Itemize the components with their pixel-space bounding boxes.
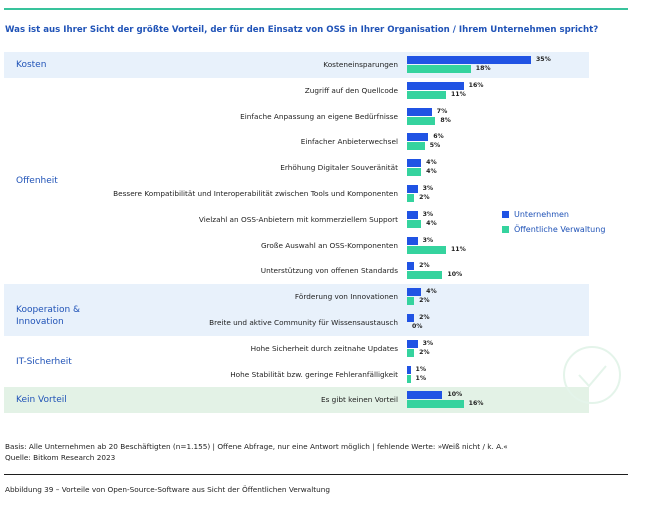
category-label: Kosteneinsparungen [323, 60, 398, 69]
group-band [4, 387, 589, 414]
data-label: 4% [426, 219, 437, 227]
bar-unternehmen [407, 314, 415, 322]
top-rule [4, 8, 628, 10]
data-label: 35% [536, 56, 551, 63]
figure-caption: Abbildung 39 – Vorteile von Open-Source-… [5, 485, 330, 494]
data-label: 10% [447, 271, 463, 279]
bar-verwaltung [407, 348, 415, 357]
data-label: 4% [426, 288, 437, 296]
bar-unternehmen [407, 81, 464, 90]
data-label: 4% [426, 159, 437, 167]
category-label: Hohe Sicherheit durch zeitnahe Updates [250, 343, 398, 353]
group-band [4, 284, 589, 336]
bar-unternehmen [407, 56, 531, 64]
group-label: Offenheit [16, 176, 58, 186]
group-label: Kooperation & Innovation [16, 305, 81, 327]
data-label: 3% [422, 339, 434, 347]
data-label: 1% [415, 374, 427, 382]
data-label: 3% [422, 236, 434, 244]
bar-unternehmen [407, 236, 418, 245]
category-label: Erhöhung Digitaler Souveränität [280, 163, 398, 173]
bar-unternehmen [407, 339, 418, 348]
category-label: Es gibt keinen Vorteil [320, 395, 398, 405]
bar-verwaltung [407, 116, 436, 125]
data-label: 0% [412, 323, 423, 330]
data-label: 2% [419, 314, 430, 321]
data-label: 3% [422, 185, 434, 192]
bar-verwaltung [407, 219, 422, 228]
bar-unternehmen [407, 185, 418, 193]
data-label: 8% [440, 116, 451, 124]
legend-verwaltung: Öffentliche Verwaltung [502, 225, 605, 234]
data-label: 2% [419, 297, 430, 305]
group-label: IT-Sicherheit [16, 356, 72, 367]
legend-swatch-verwaltung [502, 226, 509, 233]
bar-verwaltung [407, 374, 411, 383]
bar-unternehmen [407, 107, 432, 116]
data-label: 16% [468, 81, 484, 89]
data-label: 2% [419, 348, 430, 356]
bar-unternehmen [407, 262, 415, 271]
bar-verwaltung [407, 400, 464, 409]
legend-unternehmen: Unternehmen [502, 210, 569, 219]
chart-title: Was ist aus Ihrer Sicht der größte Vorte… [5, 25, 599, 35]
bar-unternehmen [407, 133, 429, 142]
category-label: Vielzahl an OSS-Anbietern mit kommerziel… [198, 214, 398, 224]
category-label: Unterstützung von offenen Standards [260, 266, 398, 276]
legend-label-verwaltung: Öffentliche Verwaltung [514, 225, 606, 234]
category-label: Einfache Anpassung an eigene Bedürfnisse [240, 111, 398, 121]
category-label: Große Auswahl an OSS-Komponenten [260, 240, 398, 250]
bar-unternehmen [407, 210, 418, 219]
bar-verwaltung [407, 297, 415, 306]
data-label: 11% [450, 245, 466, 253]
data-label: 11% [450, 90, 466, 98]
checkmark-watermark-icon [563, 346, 621, 404]
legend-swatch-unternehmen [502, 211, 509, 218]
category-label: Förderung von Innovationen [294, 292, 398, 302]
basis-note: Basis: Alle Unternehmen ab 20 Beschäftig… [5, 442, 508, 451]
data-label: 7% [436, 107, 448, 115]
group-label: Kein Vorteil [16, 395, 67, 406]
bar-unternehmen [407, 391, 443, 400]
data-label: 10% [447, 391, 463, 399]
bar-unternehmen [407, 365, 411, 374]
bar-verwaltung [407, 168, 422, 177]
category-label: Bessere Kompatibilität und Interoperabil… [113, 189, 398, 198]
data-label: 2% [419, 262, 430, 270]
bar-verwaltung [407, 142, 425, 151]
bar-verwaltung [407, 90, 446, 99]
data-label: 6% [433, 133, 444, 141]
bar-unternehmen [407, 159, 422, 168]
source-note: Quelle: Bitkom Research 2023 [5, 453, 116, 462]
bar-unternehmen [407, 288, 422, 297]
category-label: Zugriff auf den Quellcode [304, 85, 398, 95]
bar-verwaltung [407, 245, 446, 254]
data-label: 5% [429, 142, 441, 150]
bar-verwaltung [407, 271, 443, 280]
category-label: Einfacher Anbieterwechsel [300, 137, 398, 147]
data-label: 4% [426, 168, 437, 176]
data-label: 2% [419, 194, 430, 201]
category-label: Hohe Stabilität bzw. geringe Fehleranfäl… [230, 369, 398, 379]
data-label: 3% [422, 210, 434, 218]
category-label: Breite und aktive Community für Wissensa… [209, 318, 398, 327]
bar-verwaltung [407, 65, 471, 73]
data-label: 16% [468, 400, 484, 408]
group-label: Kosten [16, 59, 47, 70]
bar-verwaltung [407, 194, 415, 202]
legend-label-unternehmen: Unternehmen [514, 210, 569, 219]
data-label: 18% [475, 65, 491, 72]
bottom-rule [4, 474, 628, 475]
data-label: 1% [415, 365, 427, 373]
